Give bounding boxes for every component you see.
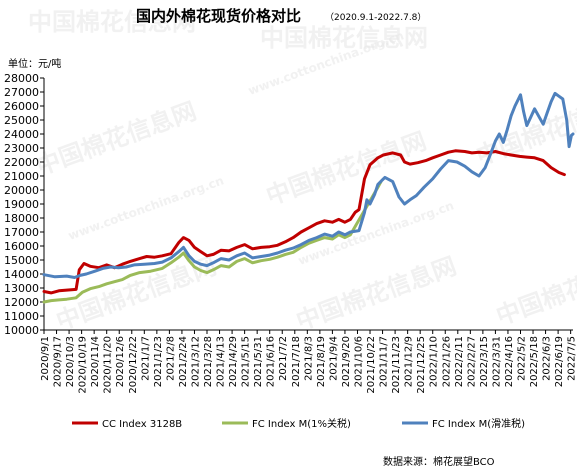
y-tick-label: 14000 — [4, 268, 39, 281]
x-tick-label: 2021/11/23 — [391, 336, 402, 394]
x-tick-label: 2022/5/18 — [529, 336, 540, 387]
y-axis: 1000011000120001300014000150001600017000… — [4, 72, 45, 337]
x-tick-label: 2021/1/23 — [153, 336, 164, 387]
x-tick-label: 2021/7/18 — [291, 336, 302, 387]
x-tick-label: 2020/9/1 — [40, 336, 51, 381]
y-tick-label: 24000 — [4, 128, 39, 141]
chart-title: 国内外棉花现货价格对比 — [136, 7, 301, 25]
x-tick-label: 2021/1/7 — [140, 336, 151, 381]
y-tick-label: 19000 — [4, 198, 39, 211]
x-tick-label: 2020/11/4 — [90, 336, 101, 387]
x-tick-label: 2021/3/28 — [203, 336, 214, 387]
x-tick-label: 2022/3/15 — [479, 336, 490, 387]
watermark-brand-1: 中国棉花信息网 — [28, 8, 196, 36]
series-line-0 — [42, 149, 566, 295]
x-tick-label: 2021/6/16 — [266, 336, 277, 387]
legend: CC Index 3128B FC Index M(1%关税) FC Index M… — [72, 417, 525, 430]
watermark-brand-4: 中国棉花信息网 — [262, 127, 429, 211]
watermark-brand-7: 中国棉花信息网 — [292, 252, 459, 336]
legend-label-0: CC Index 3128B — [102, 419, 182, 430]
legend-label-1: FC Index M(1%关税) — [252, 417, 351, 430]
watermark-layer: 中国棉花信息网 中国棉花信息网 www.cottonchina.org.cn 中… — [28, 8, 577, 336]
x-tick-label: 2022/5/2 — [516, 336, 527, 381]
y-tick-label: 21000 — [4, 170, 39, 183]
y-tick-label: 18000 — [4, 212, 39, 225]
x-tick-label: 2021/5/15 — [241, 336, 252, 387]
x-tick-label: 2022/4/16 — [504, 336, 515, 387]
y-tick-label: 13000 — [4, 282, 39, 295]
y-tick-label: 16000 — [4, 240, 39, 253]
y-tick-label: 26000 — [4, 100, 39, 113]
x-tick-label: 2021/2/24 — [178, 336, 189, 387]
x-tick-label: 2020/10/19 — [78, 336, 89, 394]
x-tick-label: 2021/10/6 — [353, 336, 364, 387]
x-tick-label: 2020/12/6 — [115, 336, 126, 387]
x-tick-label: 2021/11/7 — [379, 336, 390, 387]
y-tick-label: 10000 — [4, 324, 39, 337]
x-tick-label: 2021/9/4 — [328, 336, 339, 381]
watermark-url-3: www.cottonchina.org.cn — [296, 198, 455, 267]
x-tick-label: 2022/1/10 — [429, 336, 440, 387]
x-tick-label: 2021/10/22 — [366, 336, 377, 394]
x-tick-label: 2021/7/2 — [278, 336, 289, 381]
x-tick-label: 2022/2/27 — [466, 336, 477, 387]
watermark-brand-8: 中国棉花信息网 — [492, 247, 577, 331]
x-tick-label: 2021/8/19 — [316, 336, 327, 387]
watermark-brand-2: 中国棉花信息网 — [260, 24, 428, 52]
x-tick-label: 2021/9/20 — [341, 336, 352, 387]
x-tick-label: 2022/7/5 — [567, 336, 577, 381]
x-tick-label: 2021/8/3 — [303, 336, 314, 381]
chart-subtitle: （2020.9.1-2022.7.8） — [325, 12, 426, 23]
x-tick-label: 2020/10/3 — [65, 336, 76, 387]
y-tick-label: 25000 — [4, 114, 39, 127]
x-tick-label: 2020/12/22 — [128, 336, 139, 394]
x-tick-label: 2022/6/3 — [542, 336, 553, 381]
x-tick-label: 2022/2/11 — [454, 336, 465, 387]
y-tick-label: 20000 — [4, 184, 39, 197]
x-tick-label: 2022/1/26 — [441, 336, 452, 387]
x-tick-label: 2021/12/9 — [404, 336, 415, 387]
x-tick-label: 2021/3/12 — [190, 336, 201, 387]
y-tick-label: 27000 — [4, 86, 39, 99]
x-tick-label: 2020/9/17 — [53, 336, 64, 387]
series-layer — [42, 91, 575, 304]
x-tick-label: 2022/6/19 — [554, 336, 565, 387]
x-axis: 2020/9/1 2020/9/17 2020/10/3 2020/10/19 2020… — [40, 329, 577, 394]
y-tick-label: 17000 — [4, 226, 39, 239]
y-tick-label: 15000 — [4, 254, 39, 267]
x-tick-label: 2020/11/20 — [103, 336, 114, 394]
x-tick-label: 2021/4/13 — [216, 336, 227, 387]
y-axis-label: 单位：元/吨 — [8, 57, 61, 70]
watermark-brand-3: 中国棉花信息网 — [32, 97, 199, 181]
series-line-2 — [42, 91, 575, 279]
legend-label-2: FC Index M(滑准税) — [432, 417, 525, 430]
x-tick-label: 2021/2/8 — [165, 336, 176, 381]
x-tick-label: 2021/12/25 — [416, 336, 427, 394]
y-tick-label: 23000 — [4, 142, 39, 155]
y-tick-label: 12000 — [4, 296, 39, 309]
series-line-1 — [42, 180, 383, 304]
y-tick-label: 28000 — [4, 72, 39, 85]
watermark-url-2: www.cottonchina.org.cn — [66, 173, 225, 242]
source-note: 数据来源：棉花展望BCO — [383, 455, 495, 468]
x-tick-label: 2021/4/29 — [228, 336, 239, 387]
y-tick-label: 22000 — [4, 156, 39, 169]
x-tick-label: 2021/5/31 — [253, 336, 264, 387]
y-tick-label: 11000 — [4, 310, 39, 323]
x-tick-label: 2022/3/31 — [491, 336, 502, 387]
